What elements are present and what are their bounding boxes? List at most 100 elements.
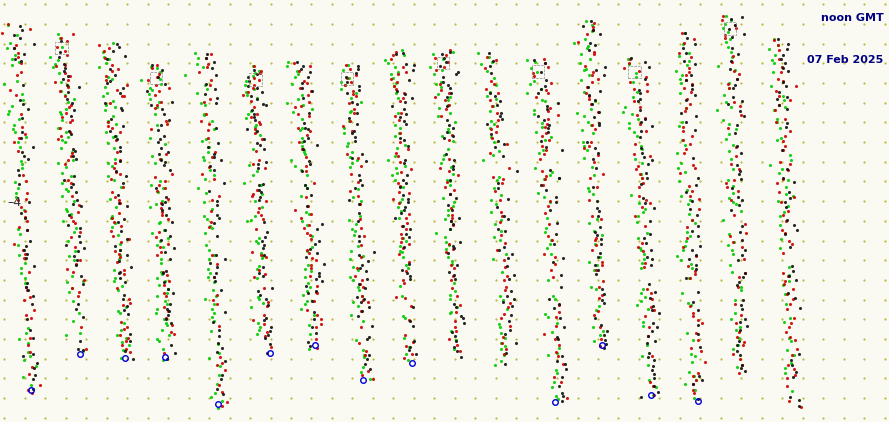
Point (303, 331, 317, 338)
Point (714, 414, 728, 421)
Point (61, 83, 76, 89)
Point (211, 404, 225, 411)
Point (60, 186, 74, 192)
Point (671, 165, 685, 171)
Point (612, 178, 626, 185)
Point (732, 166, 746, 173)
Point (242, 161, 256, 168)
Point (204, 162, 218, 169)
Point (296, 102, 310, 108)
Point (427, 99, 441, 106)
Point (345, 414, 359, 421)
Point (299, 208, 313, 215)
Point (775, 40, 789, 47)
Point (402, 261, 416, 268)
Point (181, 414, 196, 421)
Point (64, 214, 78, 220)
Point (539, 187, 553, 193)
Point (352, 87, 366, 93)
Point (207, 59, 221, 65)
Point (542, 295, 557, 302)
Point (9, 91, 23, 98)
Point (399, 111, 413, 117)
Point (101, 73, 116, 80)
Point (440, 179, 454, 186)
Point (593, 323, 607, 330)
Point (591, 60, 605, 67)
Point (345, 375, 359, 382)
Point (528, 129, 542, 135)
Point (653, 276, 667, 283)
Point (618, 104, 632, 111)
Point (631, 97, 645, 104)
Point (351, 178, 365, 185)
Point (652, 388, 666, 395)
Point (301, 345, 316, 352)
Point (722, 26, 736, 32)
Point (1, 111, 15, 118)
Point (755, 414, 769, 421)
Point (355, 277, 369, 284)
Point (108, 219, 123, 226)
Point (23, 349, 37, 355)
Point (344, 149, 358, 155)
Point (206, 300, 220, 307)
Point (549, 231, 564, 238)
Point (15, 165, 29, 172)
Point (14, 111, 28, 117)
Point (497, 311, 511, 317)
Point (577, 89, 591, 95)
Point (788, 365, 802, 372)
Point (247, 63, 261, 70)
Point (18, 178, 32, 185)
Point (770, 180, 784, 187)
Point (257, 146, 271, 153)
Point (345, 99, 359, 106)
Point (446, 245, 461, 252)
Point (581, 92, 596, 99)
Point (27, 41, 41, 48)
Point (781, 335, 796, 341)
Point (796, 40, 810, 47)
Point (120, 203, 134, 210)
Point (17, 153, 31, 160)
Point (209, 270, 223, 277)
Point (65, 192, 79, 199)
Point (728, 327, 742, 333)
Point (263, 335, 277, 342)
Point (728, 67, 742, 73)
Point (204, 252, 219, 258)
Point (206, 317, 220, 324)
Point (345, 158, 359, 165)
Point (780, 46, 794, 52)
Point (16, 373, 30, 380)
Point (0, 30, 10, 37)
Point (639, 254, 653, 260)
Point (396, 267, 410, 273)
Point (673, 414, 687, 421)
Point (256, 263, 270, 270)
Point (857, 99, 871, 106)
Point (316, 278, 330, 285)
Point (65, 149, 79, 156)
Point (738, 270, 752, 277)
Point (489, 316, 503, 323)
Point (402, 241, 416, 248)
Point (58, 47, 72, 54)
Point (192, 69, 206, 76)
Point (687, 268, 701, 274)
Point (637, 263, 651, 270)
Point (732, 70, 746, 77)
Point (352, 172, 366, 179)
Point (769, 88, 783, 95)
Point (555, 398, 569, 404)
Point (773, 69, 788, 76)
Point (553, 314, 567, 321)
Point (252, 182, 266, 189)
Point (571, 414, 585, 421)
Point (18, 257, 32, 264)
Point (409, 351, 423, 357)
Point (579, 18, 593, 24)
Point (488, 362, 502, 368)
Point (365, 237, 380, 244)
